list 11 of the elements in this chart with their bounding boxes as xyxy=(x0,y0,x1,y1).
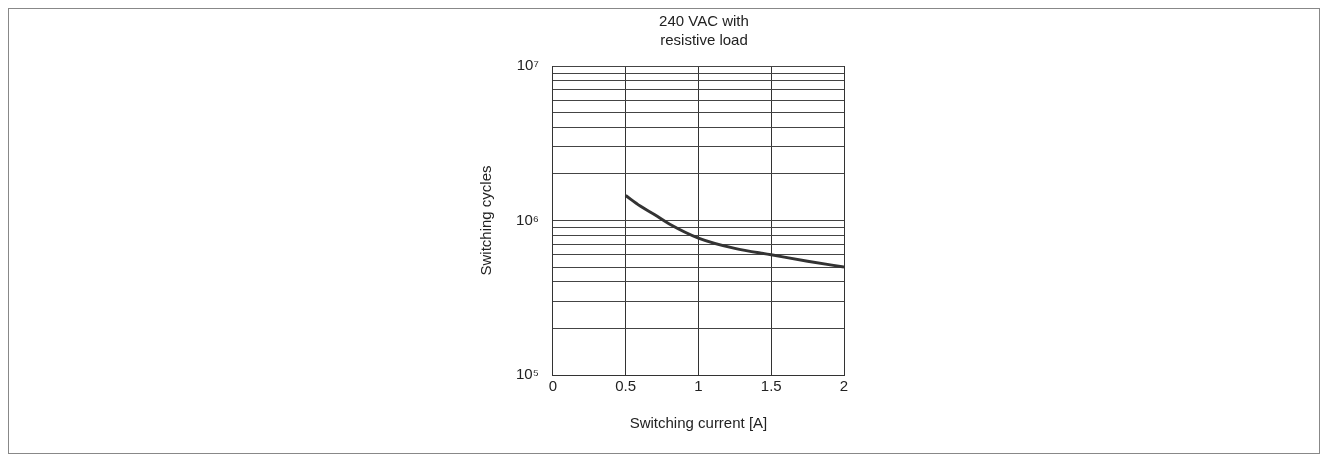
chart-title: 240 VAC with resistive load xyxy=(658,11,750,49)
x-tick-label: 1.5 xyxy=(760,377,782,395)
y-tick-label: 10⁷ xyxy=(516,56,539,74)
y-tick-label: 10⁵ xyxy=(516,365,539,383)
x-tick-label: 0.5 xyxy=(615,377,637,395)
y-tick-label: 10⁶ xyxy=(516,210,539,228)
x-tick-label: 2 xyxy=(839,377,849,395)
x-tick-label: 0 xyxy=(548,377,558,395)
x-axis-title: Switching current [A] xyxy=(629,414,768,432)
y-axis-title: Switching cycles xyxy=(477,165,495,276)
x-tick-label: 1 xyxy=(694,377,703,395)
